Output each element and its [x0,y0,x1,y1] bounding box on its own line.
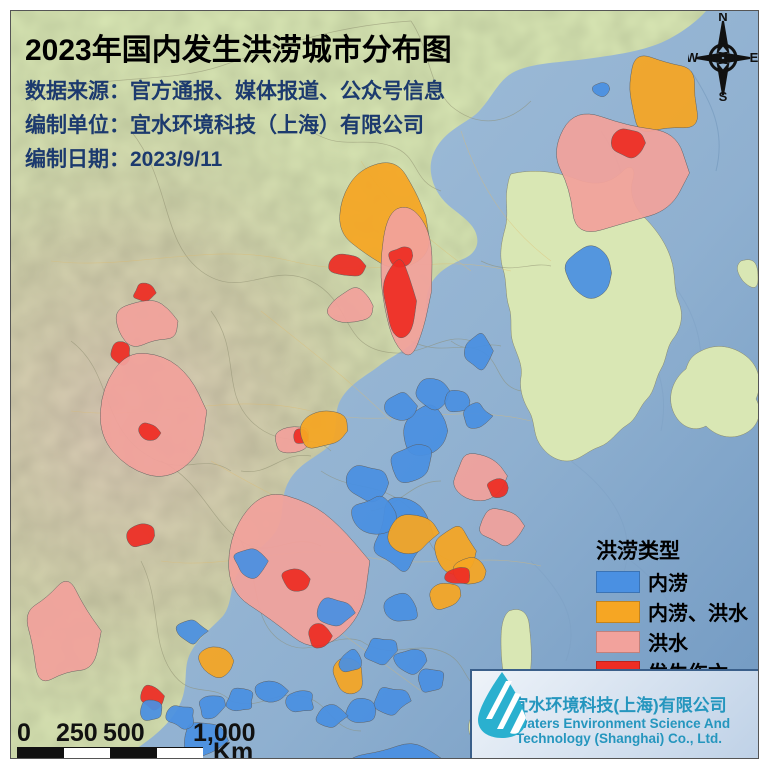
svg-text:N: N [718,13,727,24]
svg-text:E: E [750,50,758,65]
svg-text:W: W [688,50,699,65]
svg-text:S: S [719,89,728,103]
